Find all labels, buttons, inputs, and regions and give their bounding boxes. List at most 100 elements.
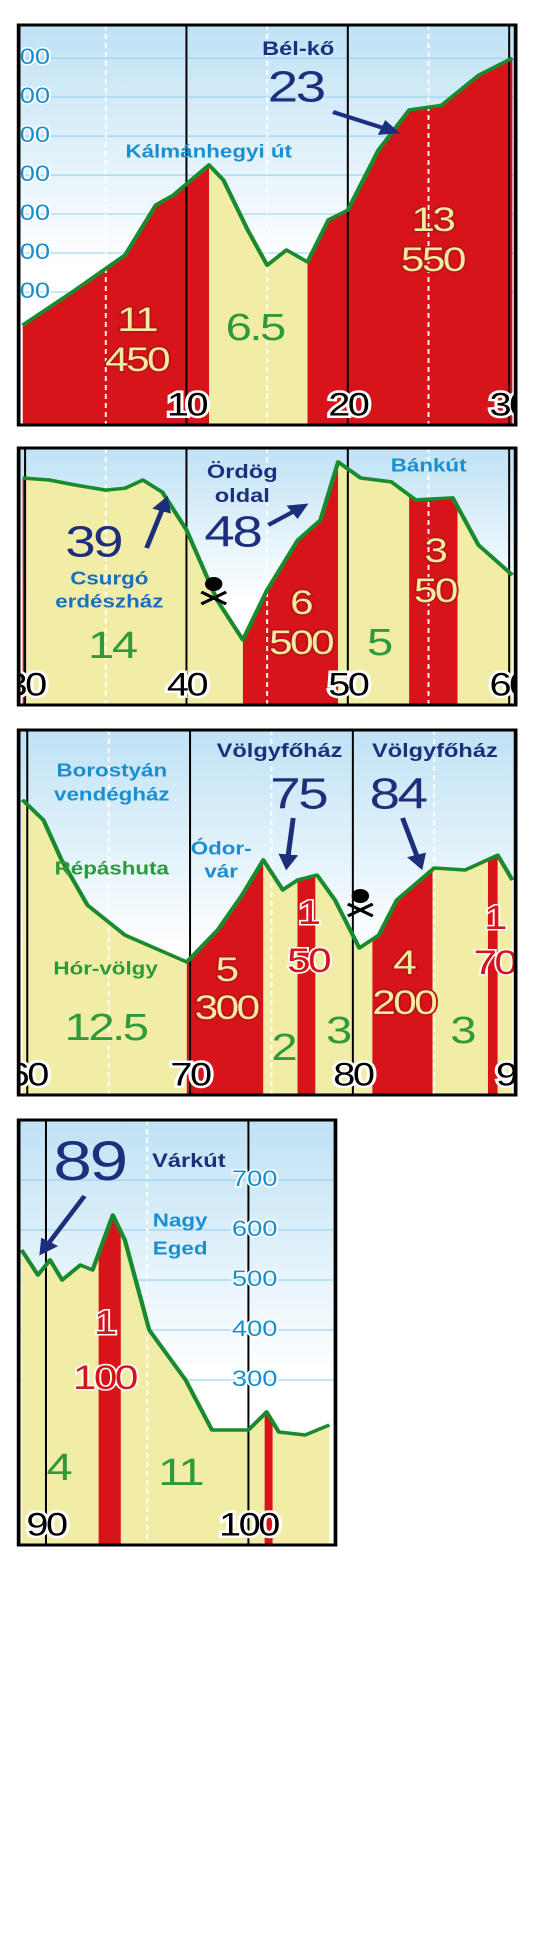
segment <box>457 506 513 705</box>
place-label: Várkút <box>152 1150 225 1171</box>
panel: 90 100 300 400 500 600 700 <box>18 1120 336 1545</box>
segment <box>120 1231 265 1545</box>
point-number: 48 <box>204 507 261 557</box>
arrow <box>39 1194 87 1256</box>
point-number: 23 <box>268 62 325 112</box>
x-tick-label: 40 <box>167 666 208 702</box>
place-label: Bánkút <box>391 457 467 477</box>
x-tick-label: 60 <box>490 666 531 702</box>
segment <box>497 855 513 1095</box>
segment-label: 6 <box>290 584 312 622</box>
segment <box>242 462 339 705</box>
segment-label: 4 <box>393 944 416 982</box>
segment <box>487 855 498 1095</box>
segment-label: 1 <box>298 894 320 932</box>
panel-frame <box>16 728 518 1097</box>
y-tick-label: 300 <box>232 1367 278 1391</box>
segment <box>315 875 373 1095</box>
profile-line <box>22 460 515 642</box>
segment-label: 100 <box>73 1359 137 1397</box>
place-label: Nagy <box>153 1212 208 1232</box>
segment <box>307 58 513 425</box>
segment-label: 12.5 <box>65 1006 149 1049</box>
y-tick-label: 500 <box>5 201 51 225</box>
annotations: Borostyán vendégház Répáshuta Hór-völgy … <box>53 740 520 1069</box>
point-number: 89 <box>53 1130 126 1192</box>
segment-label: 450 <box>105 341 169 379</box>
plots: 10 20 30 300 400 500 600 700 800 900 30 40 50 60 60 70 8… <box>5 25 537 1545</box>
y-tick-label: 900 <box>5 45 51 69</box>
annotations: 89 Várkút Nagy Eged 4 1 100 11 <box>39 1130 226 1494</box>
segment <box>22 799 187 1095</box>
segment-label: 300 <box>195 989 259 1027</box>
segment <box>372 869 433 1095</box>
segment-label: 5 <box>216 951 238 989</box>
panel-frame <box>16 1118 338 1547</box>
y-tick-label: 500 <box>232 1267 278 1291</box>
skull-icon <box>200 577 228 606</box>
segment-label: 1 <box>94 1304 116 1342</box>
y-tick-label: 700 <box>232 1167 278 1191</box>
segment-label: 500 <box>269 624 333 662</box>
place-label: erdészház <box>55 593 163 613</box>
y-tick-label: 600 <box>232 1217 278 1241</box>
x-tick-label: 10 <box>167 386 208 422</box>
segment-label: 6.5 <box>226 306 286 349</box>
y-tick-label: 400 <box>5 240 51 264</box>
segment-label: 200 <box>372 984 436 1022</box>
arrow <box>144 495 172 549</box>
arrow <box>278 817 299 871</box>
skull-icon <box>346 889 374 918</box>
segment-label: 550 <box>401 241 465 279</box>
place-label: Völgyfőház <box>372 740 498 761</box>
segment-label: 13 <box>411 201 454 239</box>
x-tick-label: 80 <box>333 1056 374 1092</box>
profile-line <box>20 798 515 964</box>
panel: 10 20 30 300 400 500 600 700 800 900 <box>5 25 531 425</box>
x-tick-label: 100 <box>219 1506 279 1542</box>
segment <box>22 478 25 705</box>
place-label: Borostyán <box>57 762 168 782</box>
place-label: Ördög <box>207 460 278 482</box>
segment-label: 3 <box>326 1009 350 1052</box>
segment <box>338 462 410 705</box>
y-tick-label: 700 <box>5 123 51 147</box>
segment-label: 70 <box>474 944 517 982</box>
segment-label: 50 <box>414 572 457 610</box>
segment <box>209 165 308 425</box>
place-label: oldal <box>215 485 270 506</box>
arrow <box>332 110 401 135</box>
segment <box>21 1250 99 1545</box>
x-tick-label: 50 <box>328 666 369 702</box>
segment <box>409 495 458 705</box>
y-tick-label: 400 <box>232 1317 278 1341</box>
point-number: 39 <box>65 517 122 567</box>
x-tick-label: 30 <box>490 386 531 422</box>
annotations: Bél-kő 23 Kálmánhegyi út 11 450 6.5 13 5… <box>104 38 470 380</box>
segment-label: 3 <box>450 1009 474 1052</box>
segment-label: 11 <box>158 1451 203 1494</box>
annotations: 39 Csurgó erdészház Ördög oldal 48 Bánkú… <box>55 457 467 667</box>
place-label: Ódor- <box>191 838 252 859</box>
segment <box>98 1215 121 1545</box>
x-tick-label: 20 <box>328 386 369 422</box>
segment-label: 1 <box>484 899 506 937</box>
panel-frame <box>16 23 518 427</box>
panel-frame <box>16 446 518 707</box>
place-label: Kálmánhegyi út <box>125 143 292 163</box>
segment <box>297 875 316 1095</box>
x-tick-label: 90 <box>496 1056 537 1092</box>
segment <box>432 859 488 1095</box>
place-label: Bél-kő <box>262 38 334 59</box>
panel: 30 40 50 60 <box>18 448 531 705</box>
profile-line <box>21 56 514 327</box>
segment-label: 2 <box>271 1026 295 1069</box>
y-tick-label: 800 <box>5 84 51 108</box>
segment <box>272 1421 330 1545</box>
segment <box>264 1412 273 1545</box>
place-label: Völgyfőház <box>217 740 343 761</box>
x-tick-label: 90 <box>26 1506 67 1542</box>
place-label: Hór-völgy <box>53 960 158 980</box>
arrow <box>400 817 426 871</box>
segment-label: 50 <box>287 942 330 980</box>
